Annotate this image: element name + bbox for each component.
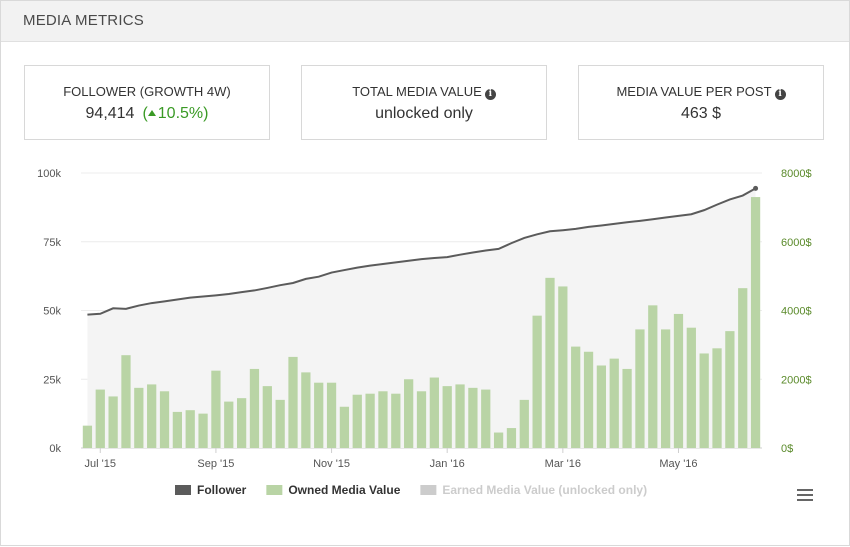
y-right-tick-label: 4000$ [781, 306, 812, 318]
owned-media-value-bar [532, 315, 542, 448]
x-tick-label: May '16 [659, 458, 697, 470]
owned-media-value-bar [301, 372, 311, 448]
owned-media-value-bar [571, 346, 581, 448]
follower-card-value: 94,414 (10.5%) [25, 105, 269, 123]
follower-card-label: FOLLOWER (GROWTH 4W) [63, 84, 231, 99]
total-media-value-value: unlocked only [375, 105, 473, 122]
owned-media-value-bar [339, 406, 350, 448]
x-tick-label: Jan '16 [430, 458, 465, 470]
legend-swatch[interactable] [175, 485, 191, 495]
media-value-per-post-label: MEDIA VALUE PER POST i [579, 84, 823, 100]
panel-header: MEDIA METRICS [1, 1, 849, 42]
y-left-tick-label: 100k [37, 168, 61, 180]
owned-media-value-bar [121, 355, 131, 448]
media-value-per-post-value: 463 $ [680, 105, 722, 122]
follower-last-point [753, 185, 759, 191]
owned-media-value-bar [673, 313, 684, 448]
owned-media-value-bar [352, 394, 362, 448]
owned-media-value-bar [738, 288, 748, 448]
owned-media-value-bar [750, 197, 761, 448]
owned-media-value-bar [699, 353, 709, 448]
owned-media-value-bar [545, 277, 555, 448]
owned-media-value-bar [185, 410, 195, 448]
x-tick-label: Jul '15 [85, 458, 116, 470]
owned-media-value-bar [198, 413, 208, 448]
owned-media-value-bar [147, 384, 157, 448]
owned-media-value-bar [211, 370, 221, 448]
x-tick-label: Nov '15 [313, 458, 350, 470]
owned-media-value-bar [82, 425, 93, 448]
total-media-value-card: TOTAL MEDIA VALUE i unlocked only [301, 65, 547, 140]
owned-media-value-bar [416, 391, 427, 448]
owned-media-value-bar [596, 365, 607, 448]
owned-media-value-bar [493, 432, 504, 448]
hamburger-menu-icon[interactable] [797, 489, 813, 501]
owned-media-value-bar [95, 389, 105, 448]
owned-media-value-bar [236, 398, 247, 448]
owned-media-value-bar [365, 393, 375, 448]
legend-item-label[interactable]: Follower [197, 483, 247, 497]
owned-media-value-bar [661, 329, 671, 448]
legend-item-label[interactable]: Earned Media Value (unlocked only) [442, 483, 647, 497]
x-tick-label: Mar '16 [545, 458, 581, 470]
owned-media-value-bar [134, 387, 144, 448]
owned-media-value-bar [404, 379, 414, 448]
owned-media-value-bar [519, 399, 529, 448]
follower-count: 94,414 [85, 105, 135, 122]
owned-media-value-bar [686, 327, 696, 448]
owned-media-value-bar [712, 348, 722, 448]
y-right-tick-label: 0$ [781, 443, 793, 455]
owned-media-value-bar [262, 386, 272, 448]
y-right-tick-label: 2000$ [781, 374, 812, 386]
owned-media-value-bar [172, 411, 182, 448]
y-right-tick-label: 6000$ [781, 237, 812, 249]
owned-media-value-bar [442, 386, 452, 448]
owned-media-value-bar [725, 331, 735, 448]
follower-line [87, 187, 757, 316]
owned-media-value-bar [622, 368, 632, 448]
owned-media-value-bar [314, 382, 324, 448]
growth-up-arrow-icon [147, 110, 156, 116]
owned-media-value-bar [378, 391, 388, 448]
owned-media-value-bar [224, 401, 234, 448]
owned-media-value-bar [583, 351, 594, 448]
follower-growth-card: FOLLOWER (GROWTH 4W) 94,414 (10.5%) [24, 65, 270, 140]
y-left-tick-label: 50k [43, 306, 61, 318]
legend-item-label[interactable]: Owned Media Value [288, 483, 400, 497]
owned-media-value-bar [108, 396, 118, 448]
total-media-value-label: TOTAL MEDIA VALUE i [302, 84, 546, 100]
legend-swatch[interactable] [266, 485, 283, 495]
panel-title: MEDIA METRICS [23, 12, 144, 29]
y-left-tick-label: 75k [43, 237, 61, 249]
owned-media-value-bar [455, 384, 465, 448]
y-left-tick-label: 0k [49, 443, 61, 455]
owned-media-value-bar [481, 389, 491, 448]
owned-media-value-bar [506, 428, 517, 448]
owned-media-value-bar [249, 368, 260, 448]
owned-media-value-bar [468, 387, 478, 448]
info-icon[interactable]: i [774, 89, 786, 100]
owned-media-value-bar [635, 329, 645, 448]
x-tick-label: Sep '15 [197, 458, 234, 470]
owned-media-value-bar [288, 356, 298, 448]
follower-growth: (10.5%) [142, 105, 209, 122]
owned-media-value-bar [648, 305, 658, 448]
owned-media-value-bar [326, 382, 337, 448]
y-right-tick-label: 8000$ [781, 168, 812, 180]
owned-media-value-bar [159, 391, 170, 448]
owned-media-value-bar [391, 393, 401, 448]
owned-media-value-bar [609, 358, 619, 448]
media-value-per-post-card: MEDIA VALUE PER POST i 463 $ [578, 65, 824, 140]
owned-media-value-bar [275, 399, 285, 448]
owned-media-value-bar [558, 286, 568, 448]
y-left-tick-label: 25k [43, 374, 61, 386]
info-icon[interactable]: i [484, 89, 496, 100]
legend-swatch[interactable] [420, 485, 437, 495]
owned-media-value-bar [429, 377, 439, 448]
